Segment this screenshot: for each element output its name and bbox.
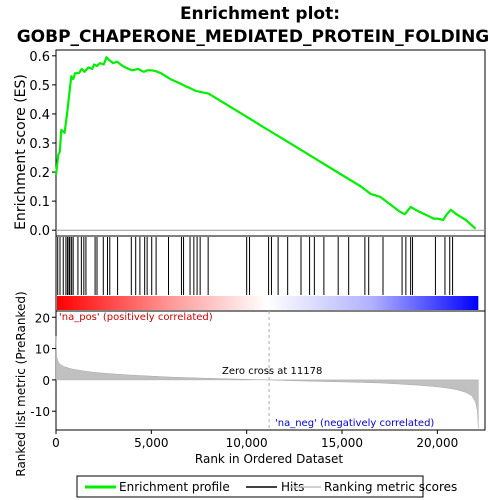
enrichment-profile-line bbox=[54, 56, 477, 230]
enrichment-score-panel: 0.0 0.1 0.2 0.3 0.4 0.5 0.6 bbox=[29, 49, 486, 239]
es-y-tick-label: 0.6 bbox=[29, 50, 50, 65]
es-y-tick-label: 0.1 bbox=[29, 195, 50, 210]
x-tick-label: 15,000 bbox=[321, 436, 363, 450]
metric-y-axis-label: Ranked list metric (PreRanked) bbox=[14, 291, 28, 476]
es-y-tick-label: 0.2 bbox=[29, 166, 50, 181]
negative-correlation-label: 'na_neg' (negatively correlated) bbox=[275, 418, 434, 429]
x-axis-label: Rank in Ordered Dataset bbox=[195, 452, 343, 466]
chart-title-line-1: Enrichment plot: bbox=[180, 4, 340, 24]
x-tick-label: 0 bbox=[52, 436, 60, 450]
legend-metric-label: Ranking metric scores bbox=[324, 480, 457, 494]
metric-y-tick-label: 20 bbox=[35, 311, 50, 325]
es-y-tick-label: 0.3 bbox=[29, 137, 50, 152]
positive-correlation-label: 'na_pos' (positively correlated) bbox=[59, 312, 213, 323]
es-y-tick-label: 0.5 bbox=[29, 79, 50, 94]
x-tick-label: 5,000 bbox=[134, 436, 168, 450]
es-plot-frame bbox=[55, 49, 486, 237]
es-y-tick-label: 0.0 bbox=[29, 224, 50, 239]
zero-cross-label: Zero cross at 11178 bbox=[222, 366, 322, 377]
ranked-metric-panel: -10 0 10 20 0 5,000 10,000 15,000 20,000 bbox=[30, 310, 486, 450]
rank-color-bar bbox=[57, 296, 479, 310]
x-tick-label: 20,000 bbox=[416, 436, 458, 450]
es-y-tick-label: 0.4 bbox=[29, 108, 50, 123]
metric-y-tick-label: 0 bbox=[42, 374, 50, 388]
chart-title-line-2: GOBP_CHAPERONE_MEDIATED_PROTEIN_FOLDING bbox=[17, 27, 490, 47]
metric-y-tick-label: 10 bbox=[35, 343, 50, 357]
metric-y-tick-label: -10 bbox=[30, 405, 50, 419]
hits-panel bbox=[55, 235, 486, 312]
legend-enrichment-label: Enrichment profile bbox=[119, 480, 230, 494]
x-tick-label: 10,000 bbox=[226, 436, 268, 450]
es-y-axis-label: Enrichment score (ES) bbox=[13, 74, 29, 230]
legend: Enrichment profile Hits Ranking metric s… bbox=[76, 475, 457, 498]
metric-frame bbox=[55, 310, 486, 431]
